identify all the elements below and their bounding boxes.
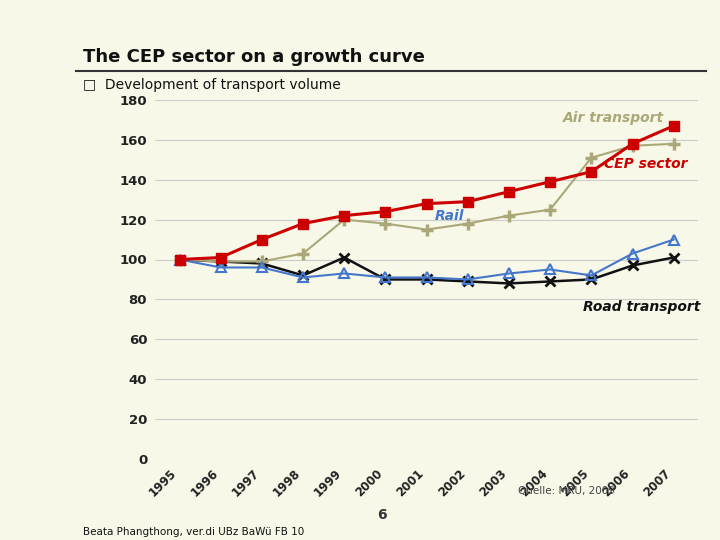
Text: Beata Phangthong, ver.di UBz BaWü FB 10: Beata Phangthong, ver.di UBz BaWü FB 10 (83, 526, 304, 537)
Text: Air transport: Air transport (562, 111, 664, 125)
Text: □  Development of transport volume: □ Development of transport volume (83, 78, 341, 92)
Text: The CEP sector on a growth curve: The CEP sector on a growth curve (83, 48, 425, 66)
Text: CEP sector: CEP sector (603, 157, 687, 171)
Text: Quelle: MRU, 2009: Quelle: MRU, 2009 (518, 486, 616, 496)
Text: 6: 6 (377, 509, 387, 523)
Text: Road transport: Road transport (583, 300, 701, 314)
Text: Rail: Rail (435, 208, 464, 222)
